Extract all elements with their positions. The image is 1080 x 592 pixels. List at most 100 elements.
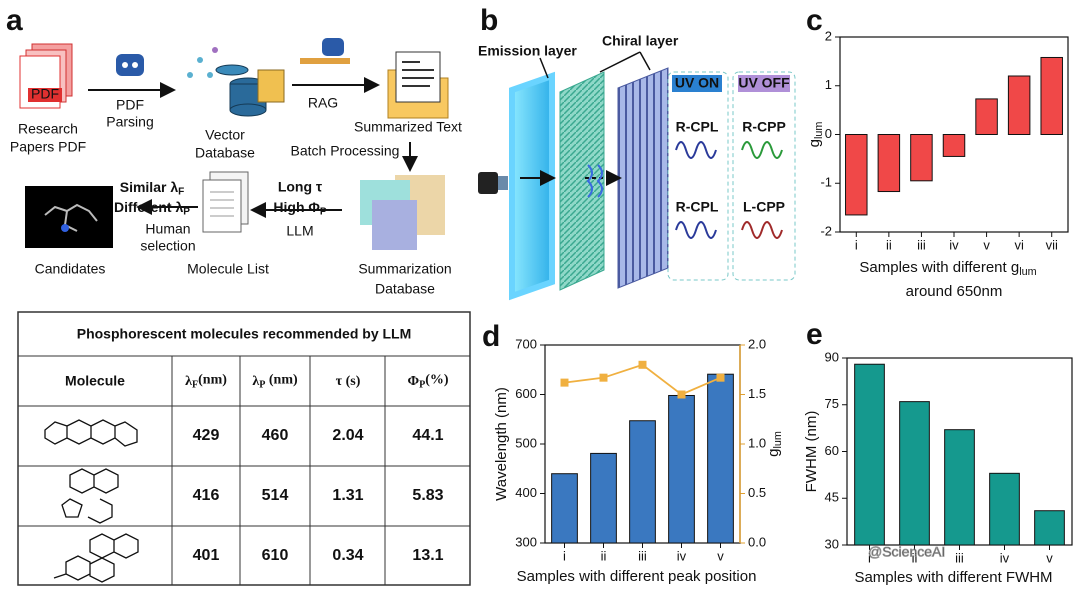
x-tick-label: ii (912, 550, 918, 565)
criteria: Long τ (278, 179, 323, 195)
y-tick-label: 75 (825, 396, 839, 411)
bar (989, 472, 1020, 546)
step-label: Papers PDF (10, 139, 86, 155)
panel-label: a (6, 4, 23, 37)
column-header: Molecule (65, 373, 125, 389)
y2-axis-label: glum (765, 431, 784, 457)
column-header: τ (s) (336, 374, 361, 389)
x-axis-label-part: Samples with different g (859, 259, 1019, 276)
layer-label: Emission layer (478, 43, 577, 59)
table-cell: 460 (262, 427, 289, 444)
line-marker (716, 373, 725, 382)
bar (629, 420, 656, 544)
y-axis-label: FWHM (nm) (803, 411, 820, 493)
y-axis-label: Wavelength (nm) (493, 387, 510, 501)
criteria: High ΦP (273, 199, 326, 217)
step-label: Summarization (358, 261, 451, 277)
x-tick-label: iv (677, 548, 687, 563)
bar (975, 98, 998, 135)
x-tick-label: v (983, 237, 990, 252)
y-tick-label: 60 (825, 443, 839, 458)
table-cell: 0.34 (332, 547, 363, 564)
criteria-part: High Φ (273, 199, 320, 215)
y-tick-label: -1 (820, 175, 832, 190)
table-cell: 416 (193, 487, 220, 504)
column-header-part: λ (252, 374, 259, 389)
criteria-part: P (320, 206, 327, 217)
criteria-part: Similar λ (120, 179, 179, 195)
icon-text: PDF (31, 86, 59, 102)
step-label: Summarized Text (354, 119, 462, 135)
column-header-part: (nm) (265, 373, 298, 388)
y-tick-label: 500 (515, 435, 537, 450)
table-cell: 514 (262, 487, 289, 504)
step-label: PDF (116, 97, 144, 113)
x-axis-label: Samples with different FWHM (854, 569, 1052, 586)
column-header: λP (nm) (252, 373, 298, 391)
step-label: Batch Processing (291, 143, 400, 159)
column-header-part: λ (185, 374, 192, 389)
x-tick-label: iii (638, 548, 647, 563)
panel-label: d (482, 320, 500, 353)
device-illustration (478, 51, 796, 301)
y-tick-label: 1 (825, 77, 832, 92)
layer-label: Chiral layer (602, 33, 679, 49)
bar (1034, 510, 1065, 546)
y2-tick-label: 0.0 (748, 534, 766, 549)
x-tick-label: i (855, 237, 858, 252)
line-marker (599, 373, 608, 382)
y2-axis-label-part: g (765, 449, 782, 457)
x-axis-label: Samples with different glum (859, 259, 1036, 278)
x-tick-label: ii (886, 237, 892, 252)
y2-tick-label: 1.5 (748, 386, 766, 401)
table-cell: 610 (262, 547, 289, 564)
y2-tick-label: 2.0 (748, 336, 766, 351)
bar (877, 134, 901, 193)
y-tick-label: 700 (515, 336, 537, 351)
table-cell: 13.1 (412, 547, 443, 564)
x-tick-label: ii (601, 548, 607, 563)
x-tick-label: i (868, 550, 871, 565)
column-header-part: P (259, 380, 265, 391)
x-tick-label: v (717, 548, 724, 563)
table-cell: 429 (193, 427, 220, 444)
step-label: Database (375, 281, 435, 297)
column-header: λF(nm) (185, 373, 227, 391)
column-header-part: (nm) (198, 373, 227, 388)
criteria-part: Different λ (114, 199, 183, 215)
x-tick-label: iv (949, 237, 959, 252)
table-cell: 5.83 (412, 487, 443, 504)
mode-label: UV OFF (738, 75, 790, 91)
step-label: Candidates (35, 261, 106, 277)
step-label: Research (18, 121, 78, 137)
criteria-part: F (178, 186, 184, 197)
y-axis-label: glum (806, 122, 825, 148)
table-cell: 44.1 (412, 427, 443, 444)
step-label: Human (145, 221, 190, 237)
y-tick-label: 2 (825, 28, 832, 43)
bar (854, 363, 885, 546)
column-header: ΦP(%) (407, 373, 448, 391)
y-tick-label: 400 (515, 485, 537, 500)
step-label: selection (140, 238, 195, 254)
panel-label: c (806, 4, 823, 37)
step-label: Parsing (106, 114, 153, 130)
y-tick-label: 300 (515, 534, 537, 549)
y2-axis-label-part: lum (772, 431, 784, 448)
light-label: R-CPP (742, 119, 786, 135)
step-label: RAG (308, 95, 338, 111)
x-tick-label: v (1046, 550, 1053, 565)
bar (668, 394, 695, 544)
watermark: @ScienceAI (868, 544, 945, 560)
step-label: Database (195, 145, 255, 161)
x-axis-label: around 650nm (906, 283, 1003, 300)
bar (1040, 56, 1063, 135)
line (564, 363, 721, 396)
column-header-part: Φ (407, 374, 419, 389)
bar (910, 134, 933, 182)
y-axis-label-part: lum (813, 122, 825, 139)
step-label: Vector (205, 127, 245, 143)
line-marker (677, 390, 686, 399)
bar (590, 452, 617, 544)
